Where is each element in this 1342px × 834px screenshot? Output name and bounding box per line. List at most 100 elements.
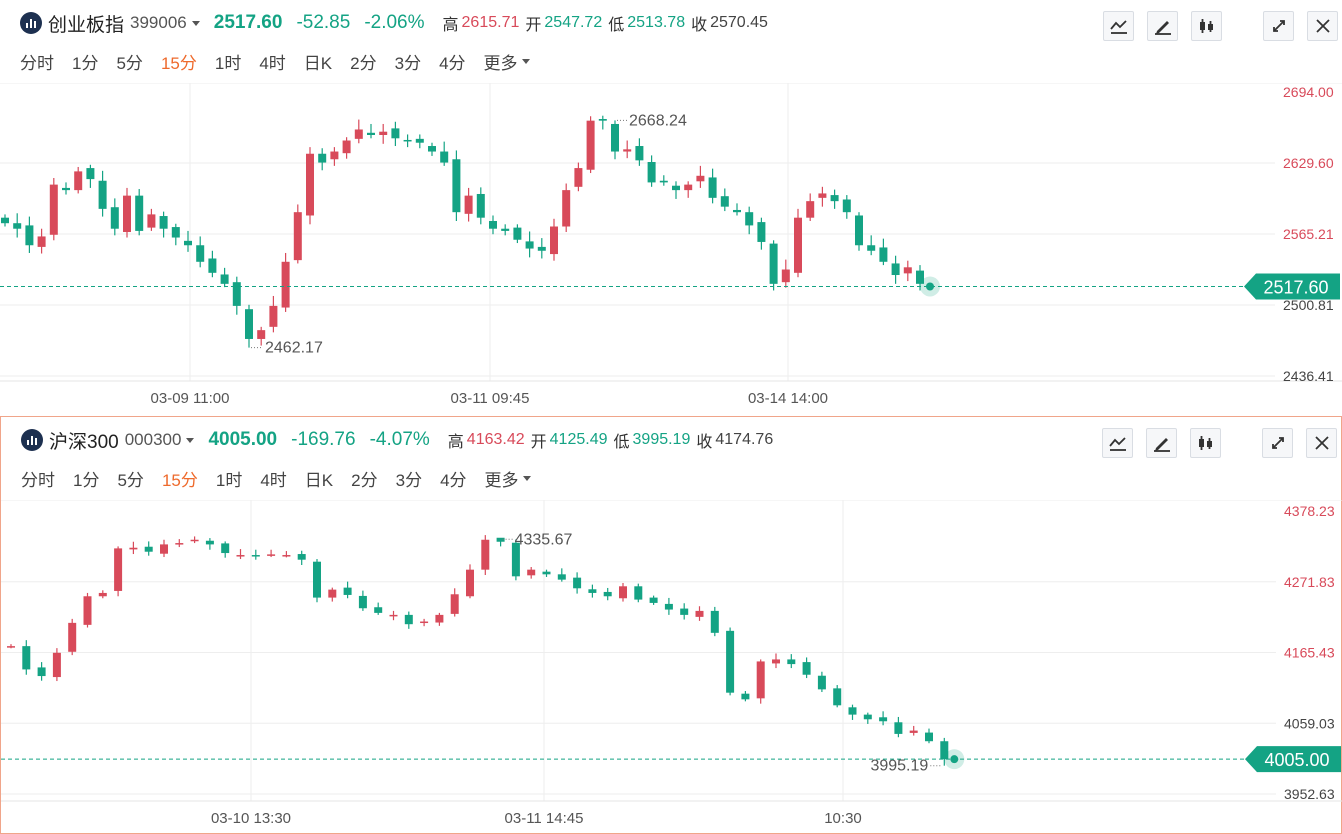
candle[interactable]	[757, 217, 766, 250]
candle[interactable]	[909, 725, 918, 736]
period-tab-4分[interactable]: 4分	[440, 470, 467, 490]
candle[interactable]	[769, 240, 778, 291]
candle[interactable]	[830, 189, 839, 209]
candle[interactable]	[190, 536, 199, 544]
period-tab-4时[interactable]: 4时	[260, 470, 287, 490]
candle[interactable]	[833, 685, 842, 708]
candle[interactable]	[49, 177, 58, 241]
candle[interactable]	[741, 691, 750, 702]
period-tab-more[interactable]: 更多	[485, 466, 531, 491]
candle[interactable]	[501, 224, 510, 236]
candle[interactable]	[232, 276, 241, 315]
candle[interactable]	[269, 295, 278, 333]
candle[interactable]	[879, 238, 888, 266]
period-tab-2分[interactable]: 2分	[350, 53, 377, 73]
candle[interactable]	[598, 115, 607, 130]
candle[interactable]	[404, 611, 413, 629]
candle[interactable]	[367, 123, 375, 139]
candle[interactable]	[171, 223, 180, 246]
period-tab-15分[interactable]: 15分	[160, 53, 197, 73]
candle[interactable]	[328, 587, 337, 602]
candle[interactable]	[680, 603, 689, 620]
candle[interactable]	[7, 644, 15, 649]
candle[interactable]	[184, 230, 192, 252]
candle[interactable]	[374, 602, 383, 615]
candle[interactable]	[389, 610, 398, 621]
candle[interactable]	[440, 141, 449, 166]
candle[interactable]	[940, 737, 949, 766]
candle[interactable]	[726, 627, 735, 696]
candle[interactable]	[1, 214, 9, 227]
candle[interactable]	[342, 137, 351, 159]
index-name[interactable]: 沪深300	[49, 431, 119, 453]
candle[interactable]	[196, 236, 205, 268]
period-tab-日K[interactable]: 日K	[304, 470, 334, 490]
candle[interactable]	[623, 140, 632, 159]
candle[interactable]	[245, 304, 253, 348]
candle[interactable]	[74, 166, 83, 194]
index-code[interactable]: 000300	[124, 430, 182, 449]
period-tab-1分[interactable]: 1分	[73, 470, 100, 490]
candle[interactable]	[282, 551, 291, 558]
period-tab-3分[interactable]: 3分	[394, 53, 422, 73]
candle[interactable]	[62, 182, 70, 195]
draw-button[interactable]	[1147, 11, 1178, 41]
candle[interactable]	[428, 142, 436, 156]
period-tab-分时[interactable]: 分时	[21, 470, 55, 490]
candle[interactable]	[903, 260, 912, 282]
candle[interactable]	[586, 116, 595, 174]
candle-type-button[interactable]	[1191, 11, 1222, 41]
candle[interactable]	[68, 618, 77, 656]
candle[interactable]	[550, 218, 558, 261]
candle[interactable]	[415, 134, 424, 149]
candle[interactable]	[635, 138, 644, 166]
candle[interactable]	[562, 183, 571, 233]
candle[interactable]	[802, 657, 811, 679]
candle[interactable]	[37, 662, 46, 681]
period-tab-15分[interactable]: 15分	[161, 470, 198, 490]
candle[interactable]	[464, 187, 473, 222]
candle[interactable]	[281, 252, 290, 312]
indicator-button[interactable]	[1103, 11, 1134, 41]
candle[interactable]	[306, 147, 314, 225]
candle[interactable]	[496, 537, 505, 547]
candle[interactable]	[695, 606, 704, 621]
indicator-button[interactable]	[1102, 428, 1133, 458]
expand-button[interactable]	[1262, 428, 1293, 458]
candle[interactable]	[664, 597, 673, 615]
candle[interactable]	[420, 618, 429, 627]
candle[interactable]	[684, 181, 693, 198]
candle[interactable]	[557, 568, 566, 582]
candle[interactable]	[220, 267, 229, 288]
close-button[interactable]	[1307, 11, 1338, 41]
candle[interactable]	[894, 716, 903, 738]
candle[interactable]	[634, 583, 643, 603]
candle[interactable]	[159, 211, 168, 238]
candle[interactable]	[588, 584, 597, 598]
candle[interactable]	[787, 654, 796, 669]
candle[interactable]	[236, 549, 245, 560]
candle[interactable]	[379, 123, 388, 144]
candle[interactable]	[297, 550, 306, 566]
candle[interactable]	[313, 559, 321, 603]
index-name[interactable]: 创业板指	[48, 14, 125, 36]
candle[interactable]	[83, 592, 92, 628]
candle[interactable]	[745, 206, 754, 235]
candle[interactable]	[110, 198, 119, 236]
period-tab-5分[interactable]: 5分	[116, 53, 143, 73]
period-tab-more[interactable]: 更多	[484, 49, 530, 74]
candle[interactable]	[98, 170, 107, 217]
candle[interactable]	[450, 588, 459, 617]
candle[interactable]	[649, 595, 658, 605]
symbol-dropdown-icon[interactable]	[191, 20, 200, 26]
candle[interactable]	[710, 606, 719, 637]
candle[interactable]	[481, 535, 490, 575]
candle[interactable]	[720, 188, 729, 212]
candle[interactable]	[925, 728, 933, 744]
period-tab-5分[interactable]: 5分	[117, 470, 144, 490]
expand-button[interactable]	[1263, 11, 1294, 41]
candle[interactable]	[647, 155, 656, 187]
candle[interactable]	[435, 612, 444, 626]
candle[interactable]	[208, 250, 217, 278]
candle[interactable]	[611, 120, 619, 160]
